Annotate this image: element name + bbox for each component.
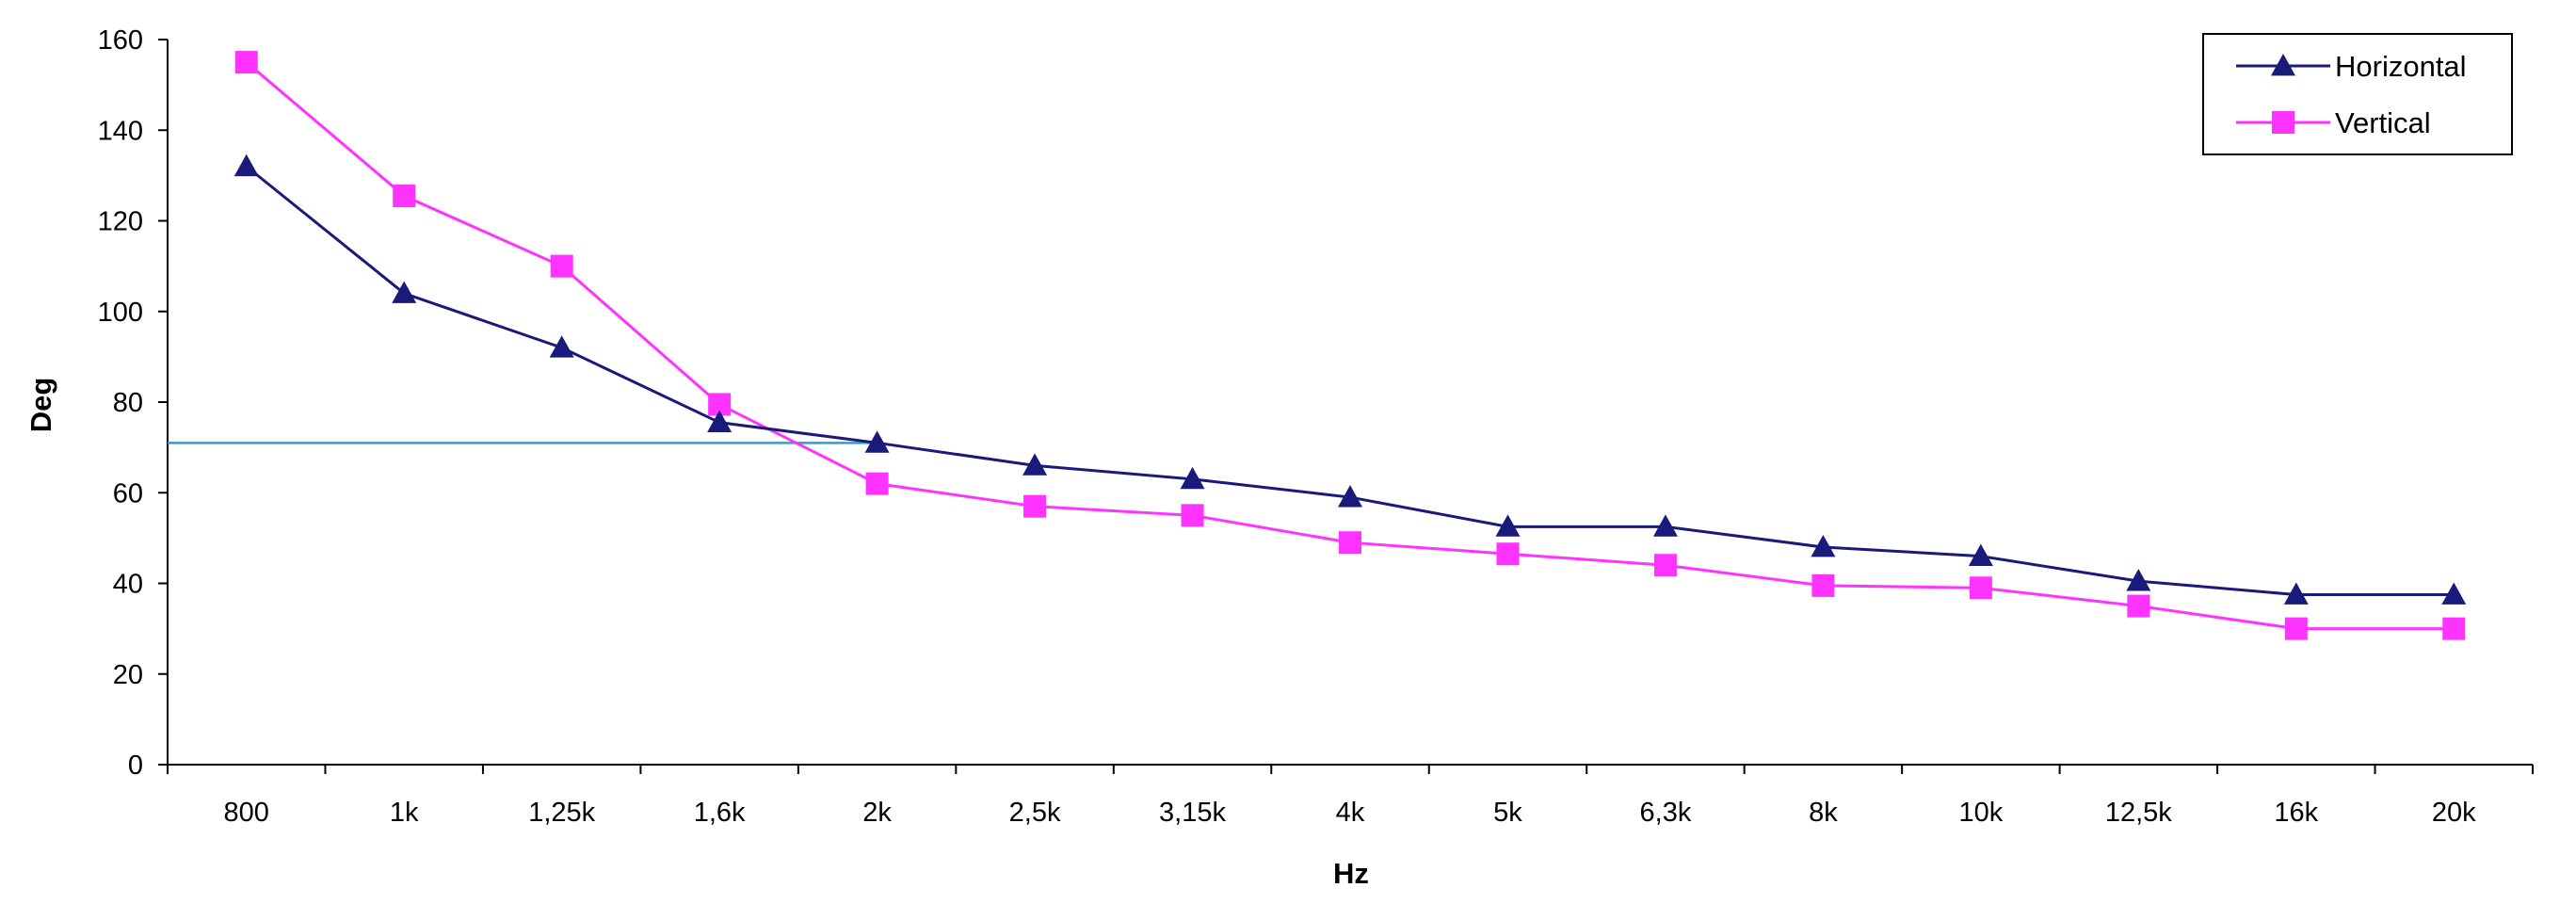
y-tick-label: 40: [113, 570, 143, 600]
y-tick-label: 160: [98, 25, 143, 56]
y-tick-label: 80: [113, 388, 143, 418]
x-tick-label: 16k: [2274, 798, 2318, 828]
data-point: [1023, 494, 1047, 518]
data-point: [864, 430, 890, 453]
data-point: [234, 51, 258, 74]
x-tick-label: 800: [224, 798, 269, 828]
y-tick-label: 60: [113, 478, 143, 508]
legend-label: Vertical: [2335, 106, 2431, 139]
series-line-horizontal: [245, 165, 2455, 597]
legend-entry: Horizontal: [2236, 50, 2467, 83]
data-point: [1181, 504, 1204, 527]
series-horizontal: [233, 153, 2467, 605]
x-tick-label: 2,5k: [1009, 798, 1061, 828]
data-point: [233, 153, 259, 177]
series-group: [233, 51, 2467, 640]
y-tick-label: 20: [113, 660, 143, 690]
x-tick-label: 6,3k: [1640, 798, 1692, 828]
x-tick-label: 8k: [1809, 798, 1838, 828]
x-tick-label: 5k: [1493, 798, 1522, 828]
data-point: [2283, 582, 2309, 605]
data-point: [707, 410, 733, 433]
data-point: [1022, 453, 1048, 476]
data-point: [1969, 576, 1992, 600]
x-axis-title: Hz: [1333, 857, 1369, 890]
data-point: [1495, 514, 1521, 537]
x-tick-label: 2k: [862, 798, 892, 828]
legend-box: [2202, 33, 2513, 155]
legend: Horizontal Vertical: [2202, 33, 2513, 155]
data-point: [1652, 514, 1678, 537]
x-tick-label: 20k: [2432, 798, 2476, 828]
data-point: [393, 185, 416, 208]
y-tick-label: 140: [98, 116, 143, 146]
x-tick-label: 1,25k: [528, 798, 595, 828]
x-tick-label: 4k: [1336, 798, 1365, 828]
y-tick-label: 120: [98, 207, 143, 237]
x-ticks: 800 1k 1,25k 1,6k 2k 2,5k 3,15k 4k 5k 6,3k 8k 10k 12…: [167, 765, 2534, 828]
data-point: [1968, 543, 1993, 567]
data-point: [549, 335, 574, 358]
legend-marker: [2271, 54, 2295, 76]
y-tick-label: 100: [98, 298, 143, 328]
legend-entry: Vertical: [2236, 106, 2431, 139]
data-point: [2127, 594, 2150, 618]
y-tick-label: 0: [128, 751, 143, 781]
x-tick-label: 1,6k: [694, 798, 746, 828]
data-point: [1496, 542, 1520, 566]
data-point: [1338, 485, 1362, 508]
data-point: [392, 281, 417, 303]
data-point: [1811, 573, 1835, 597]
data-point: [1811, 535, 1836, 557]
x-tick-label: 10k: [1958, 798, 2003, 828]
legend-marker: [2272, 111, 2294, 134]
data-point: [2442, 617, 2466, 640]
x-tick-label: 3,15k: [1159, 798, 1226, 828]
series-vertical: [234, 51, 2466, 640]
x-tick-label: 1k: [390, 798, 419, 828]
data-point: [1653, 554, 1677, 577]
axes: [167, 40, 2533, 766]
data-point: [2126, 569, 2151, 591]
data-point: [865, 472, 889, 495]
data-point: [550, 254, 573, 278]
y-axis-title: Deg: [24, 378, 57, 433]
data-point: [1180, 466, 1205, 490]
data-point: [2284, 617, 2308, 640]
legend-label: Horizontal: [2335, 50, 2467, 83]
data-point: [1339, 531, 1361, 555]
data-point: [2441, 582, 2467, 605]
x-tick-label: 12,5k: [2105, 798, 2172, 828]
y-ticks: 0 20 40 60 80 100 120 140 160: [98, 25, 168, 781]
